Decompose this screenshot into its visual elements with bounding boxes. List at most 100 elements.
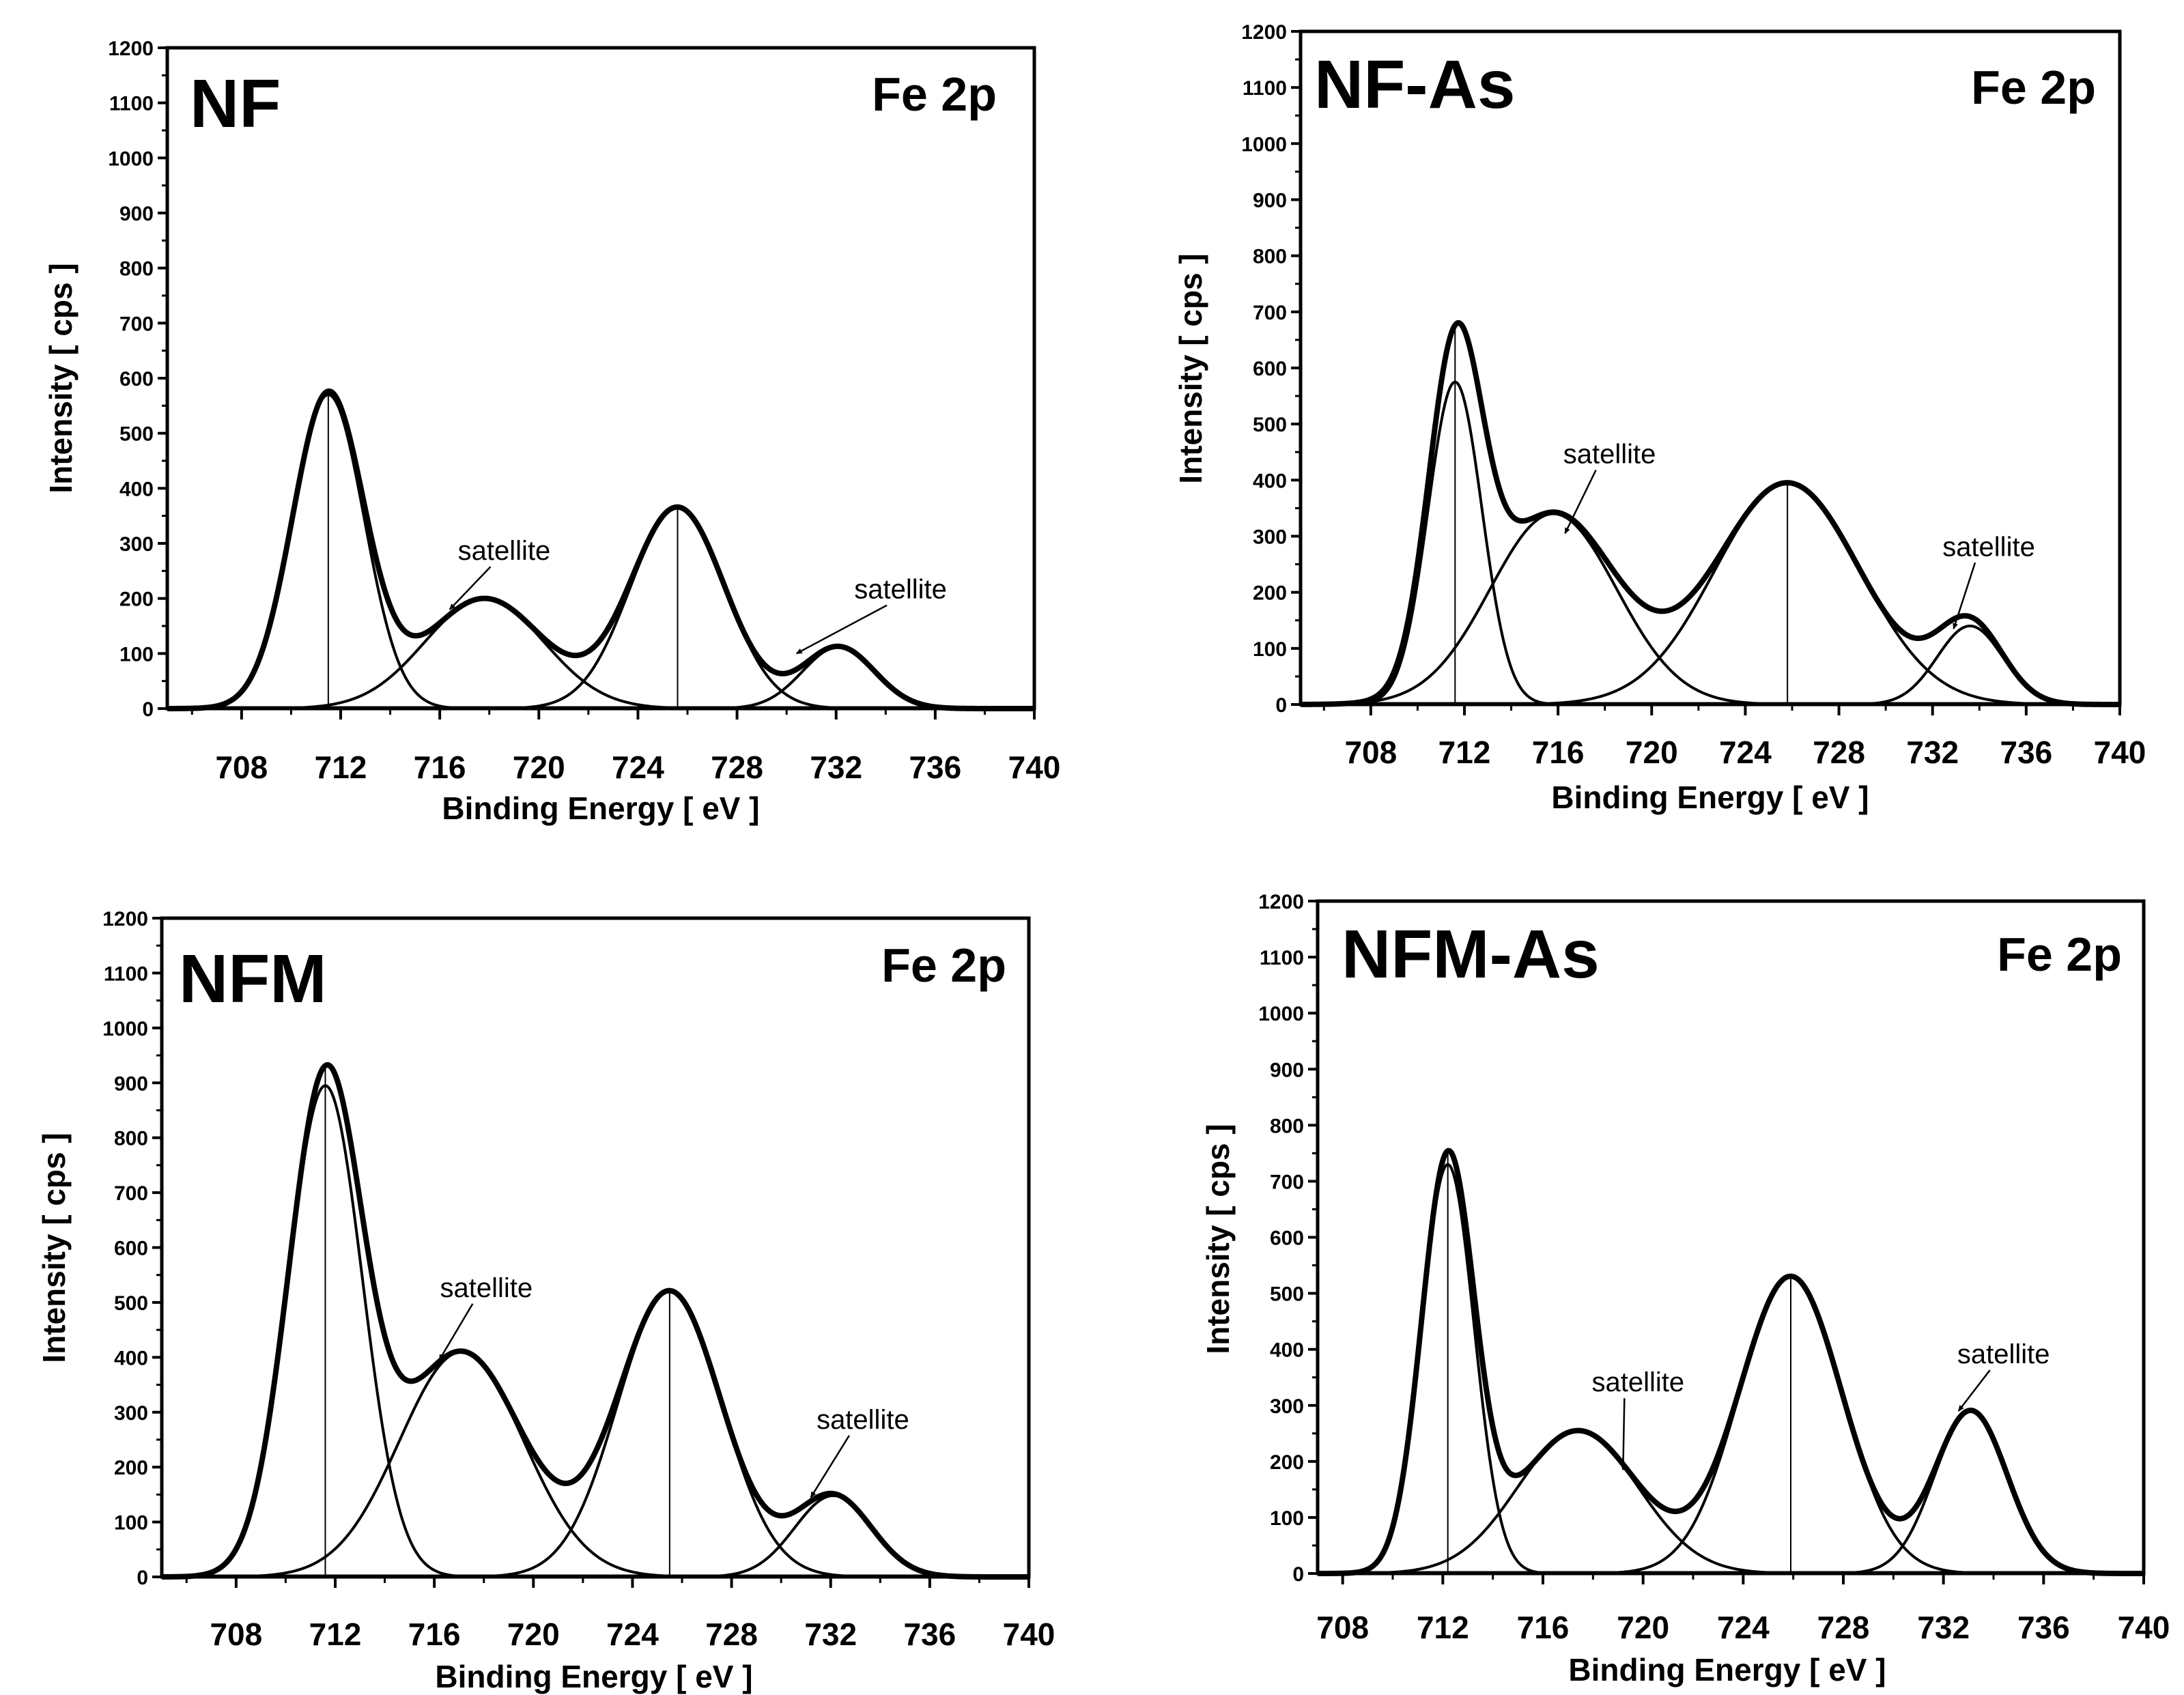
x-tick-label: 708 [1344, 735, 1397, 770]
y-tick-label: 800 [1253, 246, 1287, 268]
x-tick-label: 708 [210, 1616, 262, 1652]
x-tick-label: 736 [909, 750, 961, 785]
y-tick-label: 200 [1270, 1451, 1304, 1474]
x-axis-title-nfm: Binding Energy [ eV ] [435, 1659, 752, 1694]
x-tick-label: 716 [414, 750, 466, 785]
x-tick-label: 712 [315, 750, 367, 785]
y-tick-label: 700 [1270, 1171, 1304, 1193]
y-tick-label: 600 [1253, 358, 1287, 380]
y-tick-label: 700 [1253, 302, 1287, 324]
x-tick-label: 732 [810, 750, 862, 785]
y-axis-title-nf: Intensity [ cps ] [43, 263, 79, 493]
y-tick-label: 400 [114, 1347, 148, 1369]
satellite-arrow [810, 1435, 850, 1498]
y-tick-label: 1000 [1241, 133, 1287, 156]
panel-label-nfm: NFM [179, 941, 327, 1017]
y-tick-label: 600 [114, 1238, 148, 1260]
x-tick-label: 716 [1532, 735, 1585, 770]
y-tick-label: 500 [1270, 1283, 1304, 1306]
satellite-annotation: satellite [440, 1273, 533, 1303]
y-tick-label: 700 [114, 1182, 148, 1205]
y-tick-label: 1100 [109, 93, 154, 115]
plot-frame-nf-as [1299, 29, 2122, 707]
y-tick-label: 400 [1270, 1339, 1304, 1362]
x-tick-label: 712 [309, 1616, 362, 1652]
y-tick-label: 1200 [108, 38, 154, 60]
y-tick-label: 0 [137, 1567, 148, 1589]
y-tick-label: 500 [114, 1292, 148, 1315]
x-tick-label: 732 [1917, 1610, 1970, 1645]
component-curve-peak [167, 506, 1034, 710]
y-tick-label: 300 [114, 1402, 148, 1425]
y-tick-label: 100 [119, 643, 154, 666]
y-tick-label: 600 [1270, 1227, 1304, 1250]
component-curve-satellite [1318, 1410, 2144, 1575]
satellite-annotation: satellite [1563, 440, 1656, 470]
x-tick-label: 724 [1717, 1610, 1770, 1645]
x-tick-label: 708 [1316, 1610, 1369, 1645]
y-tick-label: 300 [1253, 526, 1287, 549]
x-tick-label: 720 [507, 1616, 560, 1652]
y-tick-label: 1000 [108, 147, 154, 170]
y-tick-label: 200 [1253, 582, 1287, 605]
y-axis-title-nf-as: Intensity [ cps ] [1173, 253, 1208, 483]
component-curve-satellite [162, 1350, 1029, 1578]
component-curve-satellite [162, 1494, 1029, 1578]
plot-frame-nfm-as [1316, 899, 2146, 1576]
y-tick-label: 0 [1292, 1563, 1304, 1586]
plot-frame-nf [165, 46, 1036, 711]
x-axis-title-nfm-as: Binding Energy [ eV ] [1568, 1652, 1886, 1687]
x-tick-label: 724 [1719, 735, 1772, 770]
y-tick-label: 800 [1270, 1115, 1304, 1137]
y-tick-label: 1100 [1243, 77, 1287, 100]
envelope-curve [1299, 319, 2121, 707]
satellite-annotation: satellite [458, 536, 551, 566]
x-tick-label: 740 [1008, 750, 1061, 785]
y-tick-label: 0 [142, 698, 154, 721]
y-tick-label: 100 [1270, 1507, 1304, 1530]
x-tick-label: 720 [513, 750, 565, 785]
x-tick-label: 728 [711, 750, 763, 785]
satellite-annotation: satellite [1592, 1367, 1685, 1397]
component-curve-peak [167, 393, 1034, 710]
x-tick-label: 708 [215, 750, 268, 785]
y-tick-label: 1100 [104, 963, 148, 985]
y-tick-label: 700 [119, 313, 154, 335]
y-tick-label: 100 [114, 1512, 148, 1535]
panel-label-nfm-as: NFM-As [1342, 916, 1600, 993]
component-curve-satellite [1301, 624, 2120, 706]
y-tick-label: 900 [119, 203, 154, 225]
x-tick-label: 720 [1626, 735, 1678, 770]
region-label-nfm-as: Fe 2p [1997, 928, 2122, 981]
y-axis-title-nfm: Intensity [ cps ] [36, 1133, 72, 1363]
x-tick-label: 736 [2017, 1610, 2070, 1645]
satellite-arrow [1953, 562, 1976, 630]
y-tick-label: 900 [114, 1072, 148, 1095]
x-tick-label: 728 [1817, 1610, 1870, 1645]
satellite-arrow [438, 1303, 474, 1361]
component-curve-satellite [1300, 512, 2120, 706]
x-tick-label: 716 [1517, 1610, 1570, 1645]
x-tick-label: 728 [705, 1616, 758, 1652]
satellite-arrow [1564, 470, 1597, 535]
panel-nfm: NFM Fe 2p Binding Energy [ eV ] Intensit… [36, 908, 1055, 1694]
y-tick-label: 1200 [1241, 21, 1287, 44]
component-curve-peak [161, 1084, 1029, 1578]
y-tick-label: 600 [119, 368, 154, 390]
x-tick-label: 740 [2094, 735, 2146, 770]
satellite-annotation: satellite [1957, 1339, 2050, 1369]
x-tick-label: 736 [2000, 735, 2052, 770]
x-tick-label: 724 [612, 750, 664, 785]
satellite-annotation: satellite [854, 575, 947, 605]
satellite-arrow [449, 566, 492, 610]
y-tick-label: 1200 [102, 908, 148, 930]
y-tick-label: 1000 [1258, 1003, 1304, 1025]
y-tick-label: 200 [114, 1457, 148, 1479]
x-axis-title-nf: Binding Energy [ eV ] [442, 790, 759, 826]
panel-nfm-as: NFM-As Fe 2p Binding Energy [ eV ] Inten… [1200, 891, 2170, 1687]
y-tick-label: 0 [1275, 694, 1287, 717]
y-tick-label: 400 [119, 478, 154, 500]
x-tick-label: 712 [1417, 1610, 1469, 1645]
x-tick-label: 712 [1438, 735, 1491, 770]
x-tick-label: 720 [1617, 1610, 1669, 1645]
